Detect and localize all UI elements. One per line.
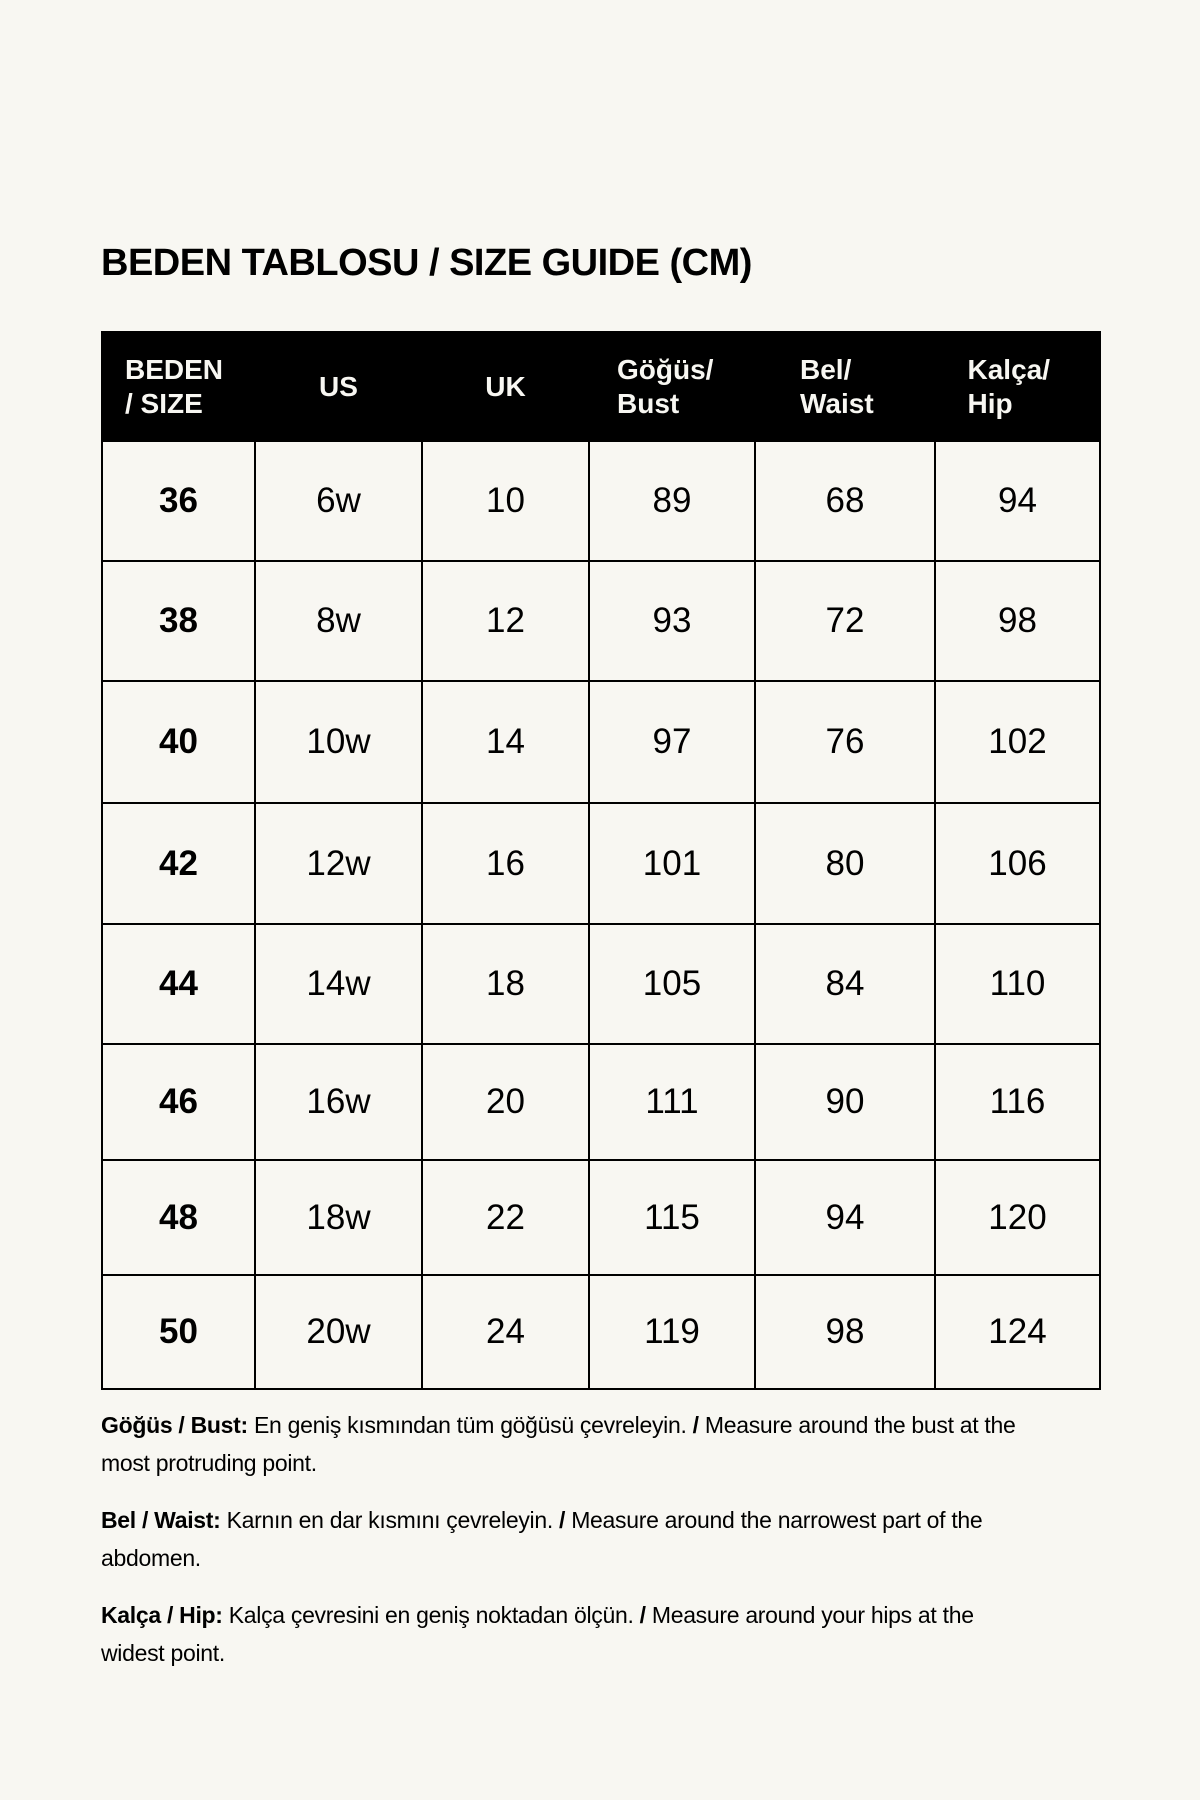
- header-label: BEDEN / SIZE: [125, 353, 224, 419]
- note-label: Bel / Waist:: [101, 1507, 221, 1533]
- table-row: 50 20w 24 119 98 124: [101, 1274, 1101, 1390]
- table-row: 48 18w 22 115 94 120: [101, 1159, 1101, 1276]
- table-row: 36 6w 10 89 68 94: [101, 440, 1101, 562]
- cell-size: 46: [101, 1043, 256, 1161]
- header-hip: Kalça/ Hip: [934, 331, 1101, 442]
- cell-waist: 90: [754, 1043, 936, 1161]
- page-title: BEDEN TABLOSU / SIZE GUIDE (CM): [101, 242, 752, 284]
- cell-hip: 110: [934, 923, 1101, 1045]
- cell-uk: 14: [421, 680, 590, 804]
- cell-uk: 18: [421, 923, 590, 1045]
- note-separator: /: [692, 1412, 699, 1438]
- cell-size: 42: [101, 802, 256, 925]
- cell-waist: 98: [754, 1274, 936, 1390]
- cell-bust: 93: [588, 560, 756, 682]
- note-separator: /: [559, 1507, 566, 1533]
- cell-hip: 124: [934, 1274, 1101, 1390]
- cell-hip: 94: [934, 440, 1101, 562]
- cell-bust: 115: [588, 1159, 756, 1276]
- cell-size: 40: [101, 680, 256, 804]
- header-waist: Bel/ Waist: [754, 331, 936, 442]
- note-waist: Bel / Waist: Karnın en dar kısmını çevre…: [101, 1501, 1021, 1577]
- cell-hip: 106: [934, 802, 1101, 925]
- header-bust: Göğüs/ Bust: [588, 331, 756, 442]
- cell-uk: 10: [421, 440, 590, 562]
- cell-us: 20w: [254, 1274, 423, 1390]
- note-bust: Göğüs / Bust: En geniş kısmından tüm göğ…: [101, 1406, 1021, 1482]
- note-tr: Kalça çevresini en geniş noktadan ölçün.: [222, 1602, 640, 1628]
- cell-us: 10w: [254, 680, 423, 804]
- note-en: Measure around the bust at the most prot…: [101, 1412, 1016, 1476]
- cell-waist: 80: [754, 802, 936, 925]
- cell-uk: 12: [421, 560, 590, 682]
- table-header-row: BEDEN / SIZE US UK Göğüs/ Bust Bel/ Wais…: [101, 331, 1101, 442]
- size-table: BEDEN / SIZE US UK Göğüs/ Bust Bel/ Wais…: [101, 331, 1101, 1390]
- cell-bust: 105: [588, 923, 756, 1045]
- cell-us: 16w: [254, 1043, 423, 1161]
- cell-hip: 120: [934, 1159, 1101, 1276]
- cell-uk: 24: [421, 1274, 590, 1390]
- cell-size: 36: [101, 440, 256, 562]
- cell-waist: 76: [754, 680, 936, 804]
- table-row: 40 10w 14 97 76 102: [101, 680, 1101, 804]
- header-label: Kalça/ Hip: [967, 353, 1051, 419]
- note-separator: /: [639, 1602, 646, 1628]
- cell-size: 44: [101, 923, 256, 1045]
- cell-hip: 102: [934, 680, 1101, 804]
- cell-us: 6w: [254, 440, 423, 562]
- cell-us: 18w: [254, 1159, 423, 1276]
- table-row: 44 14w 18 105 84 110: [101, 923, 1101, 1045]
- cell-us: 8w: [254, 560, 423, 682]
- cell-size: 48: [101, 1159, 256, 1276]
- note-tr: Karnın en dar kısmını çevreleyin.: [220, 1507, 560, 1533]
- cell-bust: 97: [588, 680, 756, 804]
- cell-bust: 111: [588, 1043, 756, 1161]
- cell-size: 50: [101, 1274, 256, 1390]
- note-en: Measure around your hips at the widest p…: [101, 1602, 974, 1666]
- cell-bust: 101: [588, 802, 756, 925]
- cell-waist: 68: [754, 440, 936, 562]
- cell-size: 38: [101, 560, 256, 682]
- cell-uk: 20: [421, 1043, 590, 1161]
- table-row: 46 16w 20 111 90 116: [101, 1043, 1101, 1161]
- header-size: BEDEN / SIZE: [101, 331, 256, 442]
- cell-waist: 72: [754, 560, 936, 682]
- cell-hip: 116: [934, 1043, 1101, 1161]
- header-label: Bel/ Waist: [800, 353, 874, 419]
- cell-waist: 84: [754, 923, 936, 1045]
- header-us: US: [254, 331, 423, 442]
- cell-us: 12w: [254, 802, 423, 925]
- cell-bust: 89: [588, 440, 756, 562]
- table-row: 38 8w 12 93 72 98: [101, 560, 1101, 682]
- note-label: Göğüs / Bust:: [101, 1412, 248, 1438]
- note-tr: En geniş kısmından tüm göğüsü çevreleyin…: [247, 1412, 693, 1438]
- header-uk: UK: [421, 331, 590, 442]
- cell-uk: 16: [421, 802, 590, 925]
- cell-uk: 22: [421, 1159, 590, 1276]
- header-label: Göğüs/ Bust: [617, 353, 714, 419]
- note-label: Kalça / Hip:: [101, 1602, 223, 1628]
- note-hip: Kalça / Hip: Kalça çevresini en geniş no…: [101, 1596, 1021, 1672]
- cell-waist: 94: [754, 1159, 936, 1276]
- note-en: Measure around the narrowest part of the…: [101, 1507, 983, 1571]
- table-row: 42 12w 16 101 80 106: [101, 802, 1101, 925]
- cell-hip: 98: [934, 560, 1101, 682]
- cell-us: 14w: [254, 923, 423, 1045]
- measurement-notes: Göğüs / Bust: En geniş kısmından tüm göğ…: [101, 1406, 1021, 1691]
- cell-bust: 119: [588, 1274, 756, 1390]
